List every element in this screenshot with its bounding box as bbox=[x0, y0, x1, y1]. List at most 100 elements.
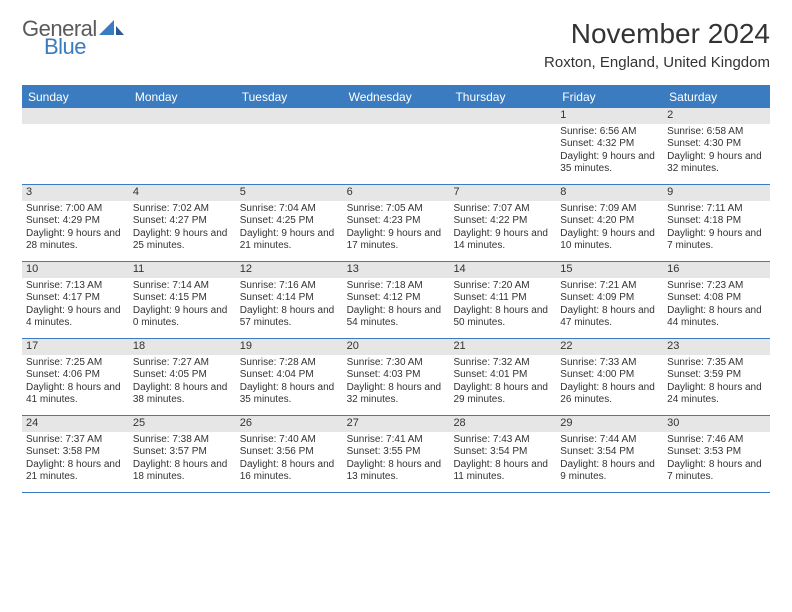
day-cell: 15Sunrise: 7:21 AMSunset: 4:09 PMDayligh… bbox=[556, 262, 663, 338]
day-number: 11 bbox=[129, 262, 236, 278]
week-row: 3Sunrise: 7:00 AMSunset: 4:29 PMDaylight… bbox=[22, 185, 770, 262]
week-row: 17Sunrise: 7:25 AMSunset: 4:06 PMDayligh… bbox=[22, 339, 770, 416]
day-number: 24 bbox=[22, 416, 129, 432]
day-number: 6 bbox=[343, 185, 450, 201]
day-number bbox=[449, 108, 556, 124]
day-info: Sunrise: 7:16 AMSunset: 4:14 PMDaylight:… bbox=[236, 278, 343, 332]
day-info: Sunrise: 7:28 AMSunset: 4:04 PMDaylight:… bbox=[236, 355, 343, 409]
day-info: Sunrise: 7:44 AMSunset: 3:54 PMDaylight:… bbox=[556, 432, 663, 486]
day-cell: 26Sunrise: 7:40 AMSunset: 3:56 PMDayligh… bbox=[236, 416, 343, 492]
day-info: Sunrise: 7:33 AMSunset: 4:00 PMDaylight:… bbox=[556, 355, 663, 409]
day-info: Sunrise: 7:37 AMSunset: 3:58 PMDaylight:… bbox=[22, 432, 129, 486]
day-number: 5 bbox=[236, 185, 343, 201]
day-number: 22 bbox=[556, 339, 663, 355]
day-cell: 20Sunrise: 7:30 AMSunset: 4:03 PMDayligh… bbox=[343, 339, 450, 415]
day-info: Sunrise: 6:58 AMSunset: 4:30 PMDaylight:… bbox=[663, 124, 770, 178]
day-number: 29 bbox=[556, 416, 663, 432]
day-info: Sunrise: 7:41 AMSunset: 3:55 PMDaylight:… bbox=[343, 432, 450, 486]
day-header: Tuesday bbox=[236, 87, 343, 108]
day-number bbox=[236, 108, 343, 124]
day-info: Sunrise: 7:09 AMSunset: 4:20 PMDaylight:… bbox=[556, 201, 663, 255]
day-cell: 16Sunrise: 7:23 AMSunset: 4:08 PMDayligh… bbox=[663, 262, 770, 338]
week-row: 1Sunrise: 6:56 AMSunset: 4:32 PMDaylight… bbox=[22, 108, 770, 185]
day-cell: 9Sunrise: 7:11 AMSunset: 4:18 PMDaylight… bbox=[663, 185, 770, 261]
header: General Blue November 2024 Roxton, Engla… bbox=[22, 18, 770, 71]
day-number: 2 bbox=[663, 108, 770, 124]
day-number: 27 bbox=[343, 416, 450, 432]
day-number: 14 bbox=[449, 262, 556, 278]
month-title: November 2024 bbox=[544, 18, 770, 50]
day-number bbox=[343, 108, 450, 124]
day-number: 1 bbox=[556, 108, 663, 124]
day-number: 8 bbox=[556, 185, 663, 201]
day-cell: 19Sunrise: 7:28 AMSunset: 4:04 PMDayligh… bbox=[236, 339, 343, 415]
day-cell: 25Sunrise: 7:38 AMSunset: 3:57 PMDayligh… bbox=[129, 416, 236, 492]
day-number: 26 bbox=[236, 416, 343, 432]
day-cell: 1Sunrise: 6:56 AMSunset: 4:32 PMDaylight… bbox=[556, 108, 663, 184]
day-info: Sunrise: 7:27 AMSunset: 4:05 PMDaylight:… bbox=[129, 355, 236, 409]
logo-word-blue: Blue bbox=[44, 36, 125, 58]
day-number bbox=[22, 108, 129, 124]
day-info: Sunrise: 7:02 AMSunset: 4:27 PMDaylight:… bbox=[129, 201, 236, 255]
day-number: 28 bbox=[449, 416, 556, 432]
day-cell: 2Sunrise: 6:58 AMSunset: 4:30 PMDaylight… bbox=[663, 108, 770, 184]
day-cell: 27Sunrise: 7:41 AMSunset: 3:55 PMDayligh… bbox=[343, 416, 450, 492]
day-info: Sunrise: 7:00 AMSunset: 4:29 PMDaylight:… bbox=[22, 201, 129, 255]
day-cell: 10Sunrise: 7:13 AMSunset: 4:17 PMDayligh… bbox=[22, 262, 129, 338]
day-cell: 24Sunrise: 7:37 AMSunset: 3:58 PMDayligh… bbox=[22, 416, 129, 492]
day-cell: 18Sunrise: 7:27 AMSunset: 4:05 PMDayligh… bbox=[129, 339, 236, 415]
logo: General Blue bbox=[22, 18, 125, 58]
day-info: Sunrise: 7:18 AMSunset: 4:12 PMDaylight:… bbox=[343, 278, 450, 332]
day-number: 17 bbox=[22, 339, 129, 355]
day-cell bbox=[22, 108, 129, 184]
day-info: Sunrise: 7:23 AMSunset: 4:08 PMDaylight:… bbox=[663, 278, 770, 332]
day-number: 7 bbox=[449, 185, 556, 201]
day-header: Saturday bbox=[663, 87, 770, 108]
day-header: Sunday bbox=[22, 87, 129, 108]
day-info: Sunrise: 7:04 AMSunset: 4:25 PMDaylight:… bbox=[236, 201, 343, 255]
day-cell: 29Sunrise: 7:44 AMSunset: 3:54 PMDayligh… bbox=[556, 416, 663, 492]
day-cell bbox=[129, 108, 236, 184]
day-info: Sunrise: 7:43 AMSunset: 3:54 PMDaylight:… bbox=[449, 432, 556, 486]
day-cell: 22Sunrise: 7:33 AMSunset: 4:00 PMDayligh… bbox=[556, 339, 663, 415]
location-text: Roxton, England, United Kingdom bbox=[544, 54, 770, 71]
day-cell: 21Sunrise: 7:32 AMSunset: 4:01 PMDayligh… bbox=[449, 339, 556, 415]
day-header: Thursday bbox=[449, 87, 556, 108]
day-info: Sunrise: 7:46 AMSunset: 3:53 PMDaylight:… bbox=[663, 432, 770, 486]
day-number: 10 bbox=[22, 262, 129, 278]
day-info: Sunrise: 7:05 AMSunset: 4:23 PMDaylight:… bbox=[343, 201, 450, 255]
day-cell: 12Sunrise: 7:16 AMSunset: 4:14 PMDayligh… bbox=[236, 262, 343, 338]
day-info: Sunrise: 7:35 AMSunset: 3:59 PMDaylight:… bbox=[663, 355, 770, 409]
day-number: 19 bbox=[236, 339, 343, 355]
day-number: 16 bbox=[663, 262, 770, 278]
day-info: Sunrise: 7:25 AMSunset: 4:06 PMDaylight:… bbox=[22, 355, 129, 409]
day-number: 3 bbox=[22, 185, 129, 201]
day-number: 13 bbox=[343, 262, 450, 278]
day-number: 9 bbox=[663, 185, 770, 201]
day-info: Sunrise: 7:11 AMSunset: 4:18 PMDaylight:… bbox=[663, 201, 770, 255]
day-number: 20 bbox=[343, 339, 450, 355]
title-block: November 2024 Roxton, England, United Ki… bbox=[544, 18, 770, 71]
day-header-row: SundayMondayTuesdayWednesdayThursdayFrid… bbox=[22, 87, 770, 108]
day-header: Wednesday bbox=[343, 87, 450, 108]
day-cell: 28Sunrise: 7:43 AMSunset: 3:54 PMDayligh… bbox=[449, 416, 556, 492]
day-info: Sunrise: 7:40 AMSunset: 3:56 PMDaylight:… bbox=[236, 432, 343, 486]
day-info: Sunrise: 7:30 AMSunset: 4:03 PMDaylight:… bbox=[343, 355, 450, 409]
day-cell: 3Sunrise: 7:00 AMSunset: 4:29 PMDaylight… bbox=[22, 185, 129, 261]
day-number: 15 bbox=[556, 262, 663, 278]
day-number: 18 bbox=[129, 339, 236, 355]
day-info: Sunrise: 7:14 AMSunset: 4:15 PMDaylight:… bbox=[129, 278, 236, 332]
day-cell: 8Sunrise: 7:09 AMSunset: 4:20 PMDaylight… bbox=[556, 185, 663, 261]
day-info: Sunrise: 7:13 AMSunset: 4:17 PMDaylight:… bbox=[22, 278, 129, 332]
day-cell: 7Sunrise: 7:07 AMSunset: 4:22 PMDaylight… bbox=[449, 185, 556, 261]
day-cell: 13Sunrise: 7:18 AMSunset: 4:12 PMDayligh… bbox=[343, 262, 450, 338]
week-row: 10Sunrise: 7:13 AMSunset: 4:17 PMDayligh… bbox=[22, 262, 770, 339]
day-header: Friday bbox=[556, 87, 663, 108]
day-cell bbox=[449, 108, 556, 184]
day-number bbox=[129, 108, 236, 124]
day-number: 23 bbox=[663, 339, 770, 355]
day-cell: 23Sunrise: 7:35 AMSunset: 3:59 PMDayligh… bbox=[663, 339, 770, 415]
weeks-container: 1Sunrise: 6:56 AMSunset: 4:32 PMDaylight… bbox=[22, 108, 770, 493]
day-cell: 6Sunrise: 7:05 AMSunset: 4:23 PMDaylight… bbox=[343, 185, 450, 261]
day-info: Sunrise: 6:56 AMSunset: 4:32 PMDaylight:… bbox=[556, 124, 663, 178]
